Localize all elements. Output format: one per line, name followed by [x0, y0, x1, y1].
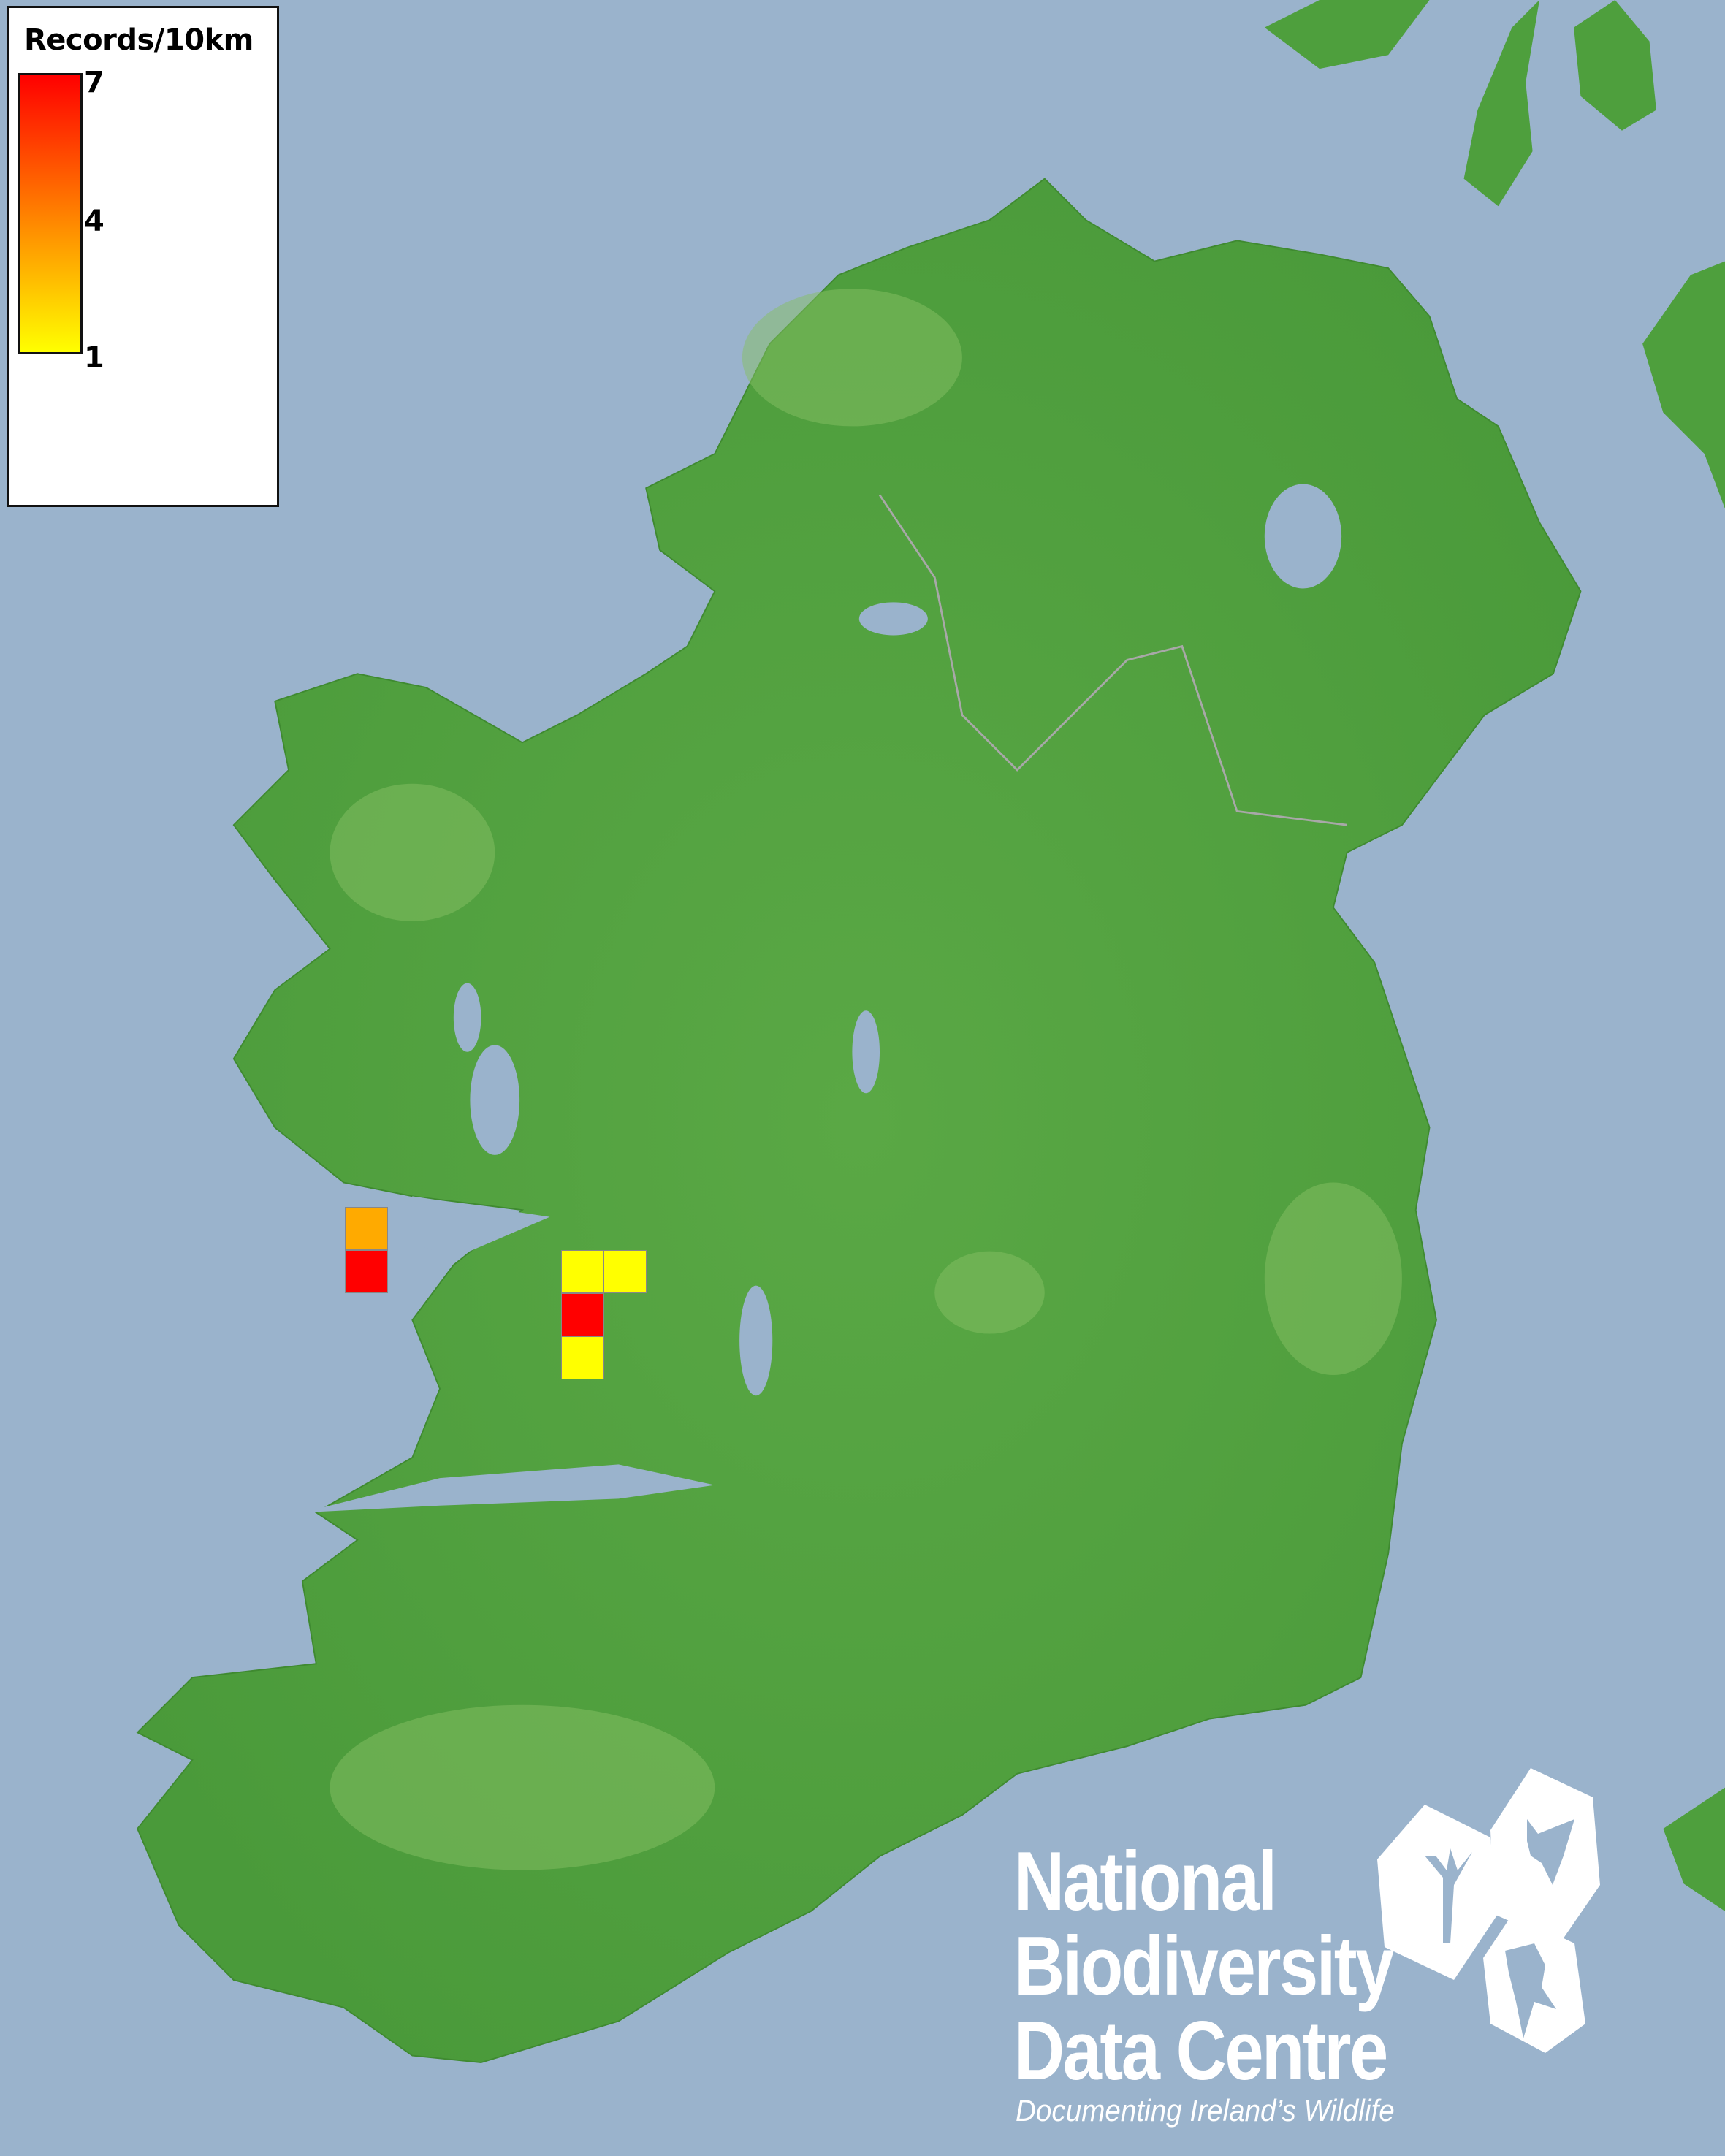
- legend-tick-min: 1: [84, 341, 104, 375]
- lough-derg: [739, 1285, 773, 1396]
- record-square: [345, 1250, 388, 1293]
- lough-erne: [858, 602, 928, 636]
- scotland-land: [1264, 0, 1725, 1912]
- lough-ree: [852, 1010, 880, 1094]
- nbdc-logo-icons: [1377, 1768, 1600, 1980]
- record-square: [561, 1250, 604, 1293]
- record-square: [345, 1207, 388, 1250]
- legend-tick-max: 7: [84, 66, 104, 99]
- record-square: [561, 1293, 604, 1336]
- lough-mask: [453, 983, 481, 1052]
- logo-line-data-centre: Data Centre: [1014, 2005, 1388, 2098]
- logo-line-national: National: [1014, 1835, 1277, 1928]
- legend-tick-mid: 4: [84, 205, 104, 238]
- ireland-land: [136, 178, 1582, 2063]
- logo-line-biodiversity: Biodiversity: [1014, 1920, 1394, 2013]
- legend-color-bar: [18, 73, 83, 354]
- seahorse-hexagon: [1483, 1914, 1585, 2053]
- record-square: [603, 1250, 647, 1293]
- plant-icon: [1377, 1805, 1498, 1980]
- galway-bay: [398, 1196, 550, 1259]
- lakes: [302, 484, 1342, 1513]
- logo-tagline: Documenting Ireland’s Wildlife: [1016, 2093, 1395, 2128]
- lough-corrib: [470, 1045, 520, 1155]
- legend: Records/10km 7 4 1: [7, 6, 279, 507]
- record-square: [561, 1336, 604, 1379]
- legend-title: Records/10km: [24, 23, 254, 57]
- lough-neagh: [1264, 484, 1342, 589]
- ni-border: [878, 494, 1347, 826]
- shannon-estuary: [302, 1464, 715, 1513]
- terrain-highlights: [330, 289, 1402, 1870]
